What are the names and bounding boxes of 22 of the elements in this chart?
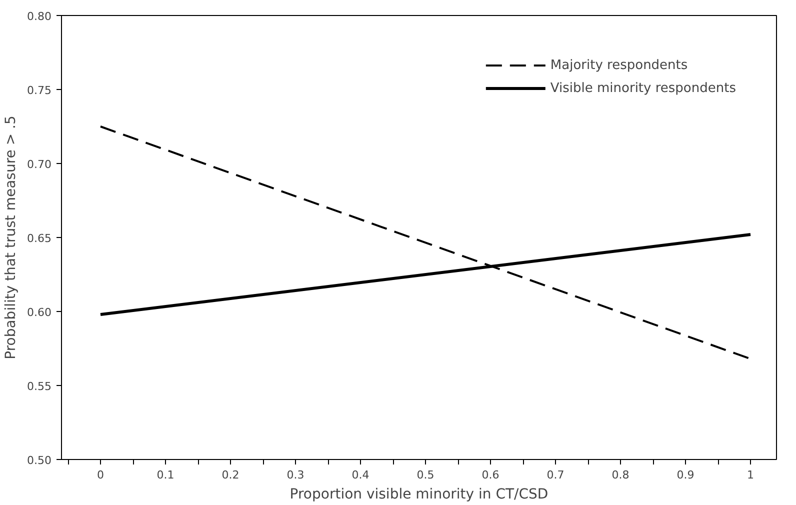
y-tick-label: 0.50: [27, 454, 52, 467]
y-tick-label: 0.75: [27, 84, 52, 97]
x-tick-label: 0.4: [352, 468, 370, 482]
legend-label: Majority respondents: [550, 58, 688, 72]
y-tick-label: 0.60: [27, 306, 52, 319]
x-tick-label: 0: [97, 468, 104, 482]
x-tick-label: 0.3: [286, 468, 304, 482]
x-tick-label: 0.7: [546, 468, 564, 482]
x-tick-label: 1: [747, 468, 754, 482]
x-tick-label: 0.8: [612, 468, 630, 482]
x-tick-label: 0.5: [416, 468, 434, 482]
y-tick-label: 0.65: [27, 232, 52, 245]
y-tick-label: 0.55: [27, 380, 52, 393]
y-tick-label: 0.70: [27, 158, 52, 171]
x-tick-label: 0.6: [482, 468, 500, 482]
legend-label: Visible minority respondents: [550, 80, 736, 96]
x-tick-label: 0.1: [156, 468, 174, 482]
x-tick-label: 0.2: [222, 468, 240, 482]
y-axis-title: Probability that trust measure > .5: [3, 116, 20, 360]
x-axis-title: Proportion visible minority in CT/CSD: [290, 486, 548, 502]
y-tick-label: 0.80: [27, 10, 52, 23]
x-tick-label: 0.9: [676, 468, 694, 482]
